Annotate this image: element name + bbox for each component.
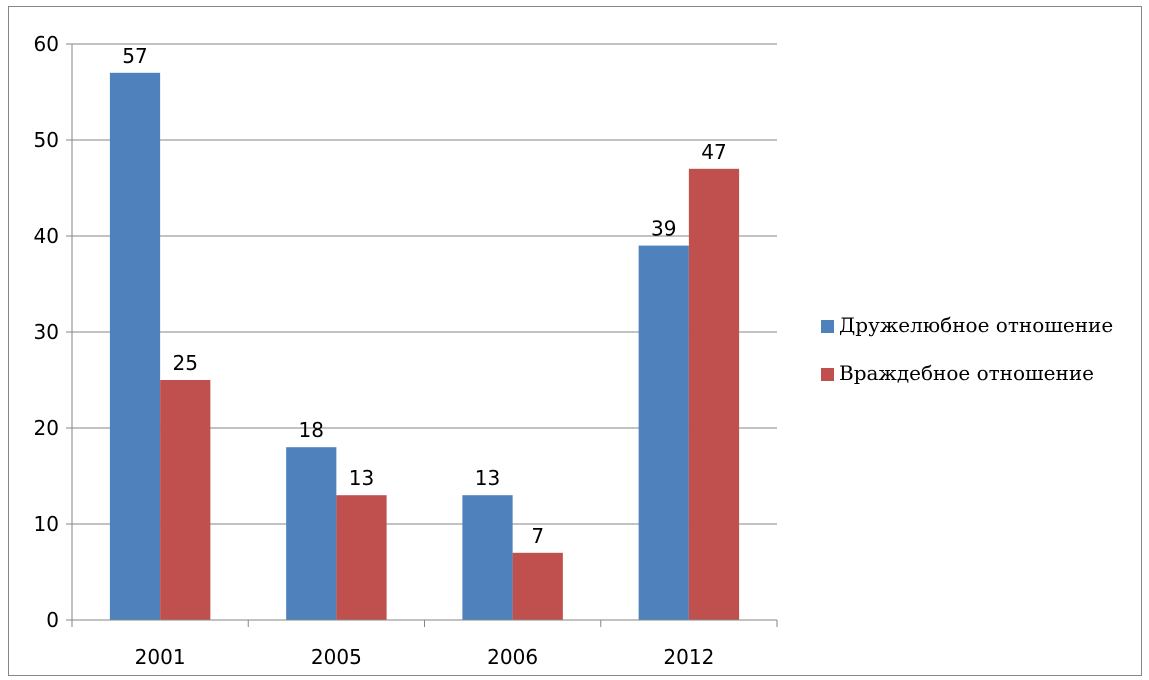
legend-swatch	[821, 368, 834, 381]
y-tick-label: 20	[34, 416, 59, 440]
y-tick-label: 10	[34, 512, 59, 536]
x-tick-label: 2005	[311, 645, 362, 669]
data-label: 57	[122, 44, 147, 68]
bar-friendly-2012	[638, 245, 689, 620]
legend-label: Враждебное отношение	[839, 361, 1094, 385]
x-tick-label: 2006	[487, 645, 538, 669]
data-label: 7	[531, 524, 544, 548]
y-tick-label: 60	[34, 32, 59, 56]
legend: Дружелюбное отношение Враждебное отношени…	[821, 313, 1113, 385]
y-tick-label: 40	[34, 224, 59, 248]
bar-friendly-2006	[462, 495, 513, 620]
data-label: 39	[651, 217, 676, 241]
bar-hostile-2006	[512, 552, 563, 620]
data-label: 25	[173, 351, 198, 375]
data-label: 18	[299, 418, 324, 442]
bar-hostile-2005	[336, 495, 387, 620]
bar-friendly-2001	[109, 72, 161, 621]
x-tick-label: 2001	[135, 645, 186, 669]
y-tick-label: 30	[34, 320, 59, 344]
data-label: 47	[701, 140, 726, 164]
legend-swatch	[821, 320, 834, 333]
x-tick-label: 2012	[663, 645, 714, 669]
axes: 0 10 20 30 40 50 60 2001 2005 2006 2012	[34, 32, 778, 669]
data-label: 13	[475, 466, 500, 490]
legend-label: Дружелюбное отношение	[839, 313, 1113, 337]
bar-hostile-2001	[160, 380, 211, 620]
bar-hostile-2012	[688, 168, 740, 621]
data-labels: 57 25 18 13 13 7 39 47	[122, 44, 726, 548]
y-tick-label: 0	[46, 608, 59, 632]
y-tick-label: 50	[34, 128, 59, 152]
data-label: 13	[349, 466, 374, 490]
bars	[109, 72, 740, 621]
bar-friendly-2005	[286, 447, 337, 620]
